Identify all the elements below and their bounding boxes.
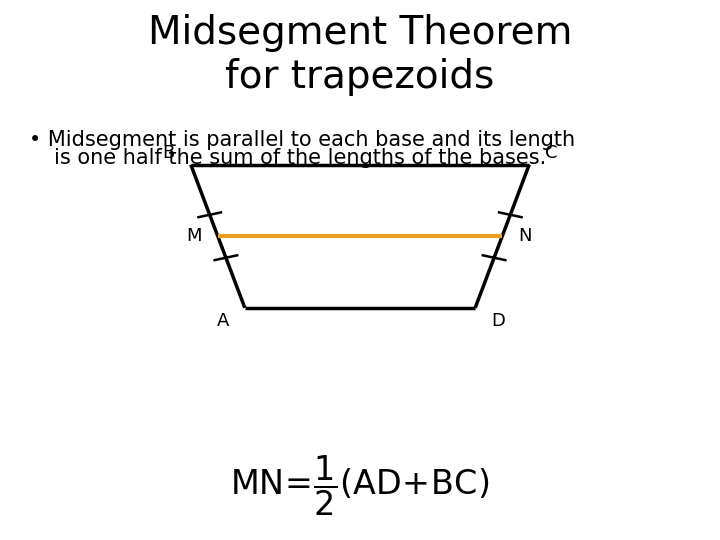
- Text: is one half the sum of the lengths of the bases.: is one half the sum of the lengths of th…: [54, 148, 546, 168]
- Text: • Midsegment is parallel to each base and its length: • Midsegment is parallel to each base an…: [29, 130, 575, 150]
- Text: D: D: [491, 312, 505, 330]
- Text: C: C: [545, 144, 557, 162]
- Text: M: M: [186, 227, 202, 245]
- Text: A: A: [217, 312, 229, 330]
- Text: $\rm MN\!=\!\dfrac{1}{2}(AD\!+\!BC)$: $\rm MN\!=\!\dfrac{1}{2}(AD\!+\!BC)$: [230, 454, 490, 518]
- Text: B: B: [163, 144, 175, 162]
- Text: N: N: [518, 227, 531, 245]
- Text: Midsegment Theorem
for trapezoids: Midsegment Theorem for trapezoids: [148, 14, 572, 96]
